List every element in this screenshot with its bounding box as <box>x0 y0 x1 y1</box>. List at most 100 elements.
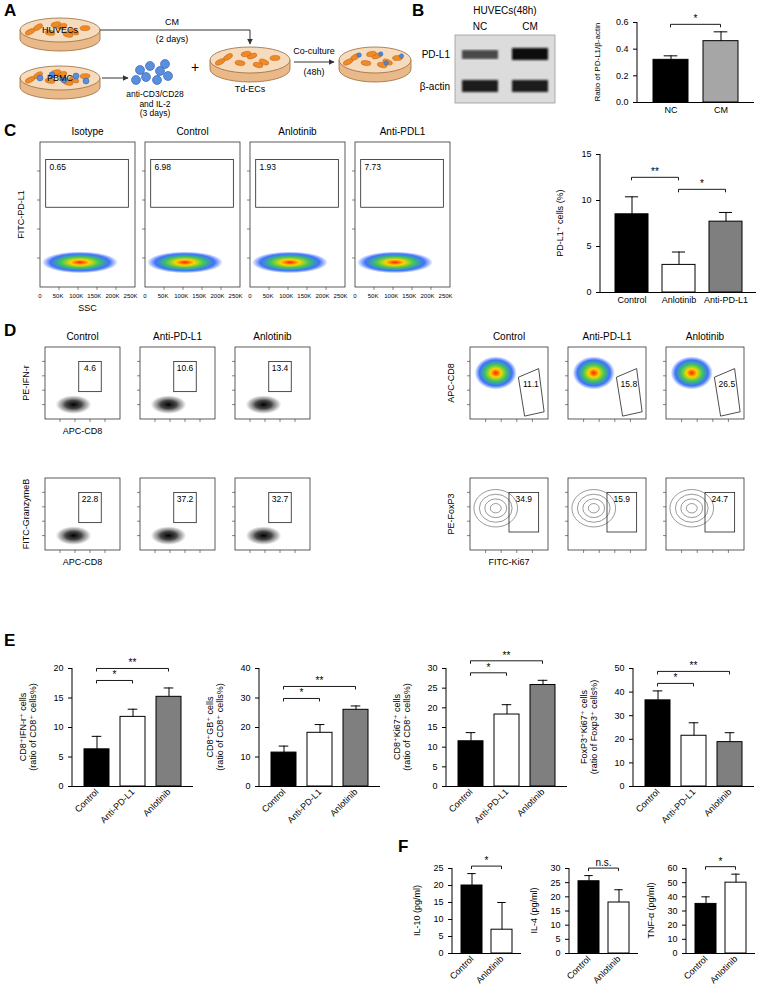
svg-text:Anti-PD-L1: Anti-PD-L1 <box>98 787 136 825</box>
svg-text:PE-IFN-r: PE-IFN-r <box>21 365 31 401</box>
svg-text:A: A <box>4 1 16 20</box>
svg-text:+: + <box>191 59 199 75</box>
svg-text:5: 5 <box>58 752 63 762</box>
svg-text:15.8: 15.8 <box>621 379 638 389</box>
svg-text:NC: NC <box>665 105 678 115</box>
svg-text:Control: Control <box>447 787 475 815</box>
svg-text:CM: CM <box>165 17 179 27</box>
svg-text:Control: Control <box>66 331 98 342</box>
svg-text:Control: Control <box>682 954 710 982</box>
svg-text:**: ** <box>129 657 137 668</box>
svg-text:20: 20 <box>53 663 63 673</box>
svg-text:F: F <box>398 837 408 856</box>
svg-text:D: D <box>4 321 16 340</box>
svg-text:**: ** <box>503 650 511 661</box>
svg-text:6.98: 6.98 <box>155 162 172 172</box>
svg-text:20: 20 <box>550 892 560 902</box>
svg-text:15.9: 15.9 <box>614 494 631 504</box>
svg-text:0: 0 <box>555 948 560 958</box>
svg-text:Anlotinib: Anlotinib <box>662 295 697 305</box>
svg-text:50K: 50K <box>53 293 64 299</box>
svg-text:Anlotinib: Anlotinib <box>474 954 505 985</box>
svg-text:200K: 200K <box>105 293 119 299</box>
svg-text:Anti-PD-L1: Anti-PD-L1 <box>285 787 323 825</box>
svg-text:Anti-PD-L1: Anti-PD-L1 <box>704 295 748 305</box>
svg-text:5: 5 <box>555 934 560 944</box>
svg-text:APC-CD8: APC-CD8 <box>446 363 456 403</box>
svg-text:*: * <box>694 13 698 24</box>
svg-text:20: 20 <box>614 734 624 744</box>
svg-text:100K: 100K <box>174 293 188 299</box>
svg-text:50: 50 <box>667 878 677 888</box>
svg-text:CM: CM <box>714 105 728 115</box>
svg-text:0: 0 <box>619 781 624 791</box>
svg-text:PBMC: PBMC <box>47 73 74 83</box>
svg-text:Anlotinib: Anlotinib <box>591 954 622 985</box>
svg-text:40: 40 <box>667 892 677 902</box>
svg-text:30: 30 <box>240 693 250 703</box>
svg-text:24.7: 24.7 <box>712 494 729 504</box>
svg-text:Anti-PDL1: Anti-PDL1 <box>380 126 426 137</box>
svg-text:*: * <box>487 662 491 673</box>
svg-text:IL-4 (pg/ml): IL-4 (pg/ml) <box>529 887 539 933</box>
svg-text:APC-CD8: APC-CD8 <box>63 426 103 436</box>
svg-text:0: 0 <box>58 781 63 791</box>
svg-text:5: 5 <box>438 931 443 941</box>
svg-text:NC: NC <box>473 21 487 32</box>
svg-text:CD8⁺Ki67⁺ cells(ratio of CD8⁺: CD8⁺Ki67⁺ cells(ratio of CD8⁺ cells%) <box>392 683 412 770</box>
svg-text:Anlotinib: Anlotinib <box>328 787 359 818</box>
svg-text:25: 25 <box>433 863 443 873</box>
svg-text:7.73: 7.73 <box>365 162 382 172</box>
svg-text:Anlotinib: Anlotinib <box>708 954 739 985</box>
svg-text:50K: 50K <box>263 293 274 299</box>
svg-text:50K: 50K <box>368 293 379 299</box>
svg-text:HUVECs(48h): HUVECs(48h) <box>473 5 536 16</box>
svg-text:34.9: 34.9 <box>516 494 533 504</box>
svg-text:0: 0 <box>248 293 252 299</box>
svg-text:5: 5 <box>432 762 437 772</box>
svg-text:Anlotinib: Anlotinib <box>686 331 725 342</box>
svg-text:15: 15 <box>433 897 443 907</box>
svg-text:25: 25 <box>427 683 437 693</box>
svg-text:Co-culture: Co-culture <box>293 46 335 56</box>
svg-text:(48h): (48h) <box>303 67 324 77</box>
svg-text:32.7: 32.7 <box>272 494 289 504</box>
svg-text:30: 30 <box>427 663 437 673</box>
svg-text:0.4: 0.4 <box>616 44 629 54</box>
svg-text:E: E <box>4 631 15 650</box>
svg-text:CM: CM <box>522 21 538 32</box>
svg-text:Anti-PD-L1: Anti-PD-L1 <box>153 331 202 342</box>
svg-text:HUVECs: HUVECs <box>42 25 79 35</box>
svg-text:30: 30 <box>614 711 624 721</box>
svg-text:0: 0 <box>353 293 357 299</box>
svg-text:0: 0 <box>432 781 437 791</box>
svg-text:Anti-PD-L1: Anti-PD-L1 <box>659 787 697 825</box>
svg-text:CD8⁺GB⁺ cells(ratio of CD8⁺ ce: CD8⁺GB⁺ cells(ratio of CD8⁺ cells%) <box>205 683 225 770</box>
svg-text:Anti-PD-L1: Anti-PD-L1 <box>472 787 510 825</box>
svg-text:*: * <box>113 669 117 680</box>
svg-text:Anlotinib: Anlotinib <box>141 787 172 818</box>
svg-text:IL-10 (pg/ml): IL-10 (pg/ml) <box>412 885 422 936</box>
svg-text:100K: 100K <box>279 293 293 299</box>
svg-text:*: * <box>719 856 723 867</box>
svg-text:0: 0 <box>586 287 591 297</box>
svg-text:CD8⁺IFN-r⁺ cells(ratio of CD8⁺: CD8⁺IFN-r⁺ cells(ratio of CD8⁺ cells%) <box>18 683 38 770</box>
svg-text:50K: 50K <box>158 293 169 299</box>
svg-text:150K: 150K <box>192 293 206 299</box>
svg-text:0: 0 <box>38 293 42 299</box>
svg-text:20: 20 <box>427 703 437 713</box>
svg-text:Control: Control <box>176 126 208 137</box>
svg-text:Anlotinib: Anlotinib <box>253 331 292 342</box>
svg-text:200K: 200K <box>210 293 224 299</box>
svg-text:15: 15 <box>427 722 437 732</box>
svg-text:1.93: 1.93 <box>260 162 277 172</box>
svg-text:Control: Control <box>634 787 662 815</box>
svg-text:APC-CD8: APC-CD8 <box>63 557 103 567</box>
svg-text:0.6: 0.6 <box>616 17 629 27</box>
svg-text:15: 15 <box>53 693 63 703</box>
svg-text:0: 0 <box>245 781 250 791</box>
svg-text:15: 15 <box>550 906 560 916</box>
svg-text:Anlotinib: Anlotinib <box>515 787 546 818</box>
svg-text:PD-L1: PD-L1 <box>422 49 451 60</box>
svg-text:0.2: 0.2 <box>616 71 629 81</box>
